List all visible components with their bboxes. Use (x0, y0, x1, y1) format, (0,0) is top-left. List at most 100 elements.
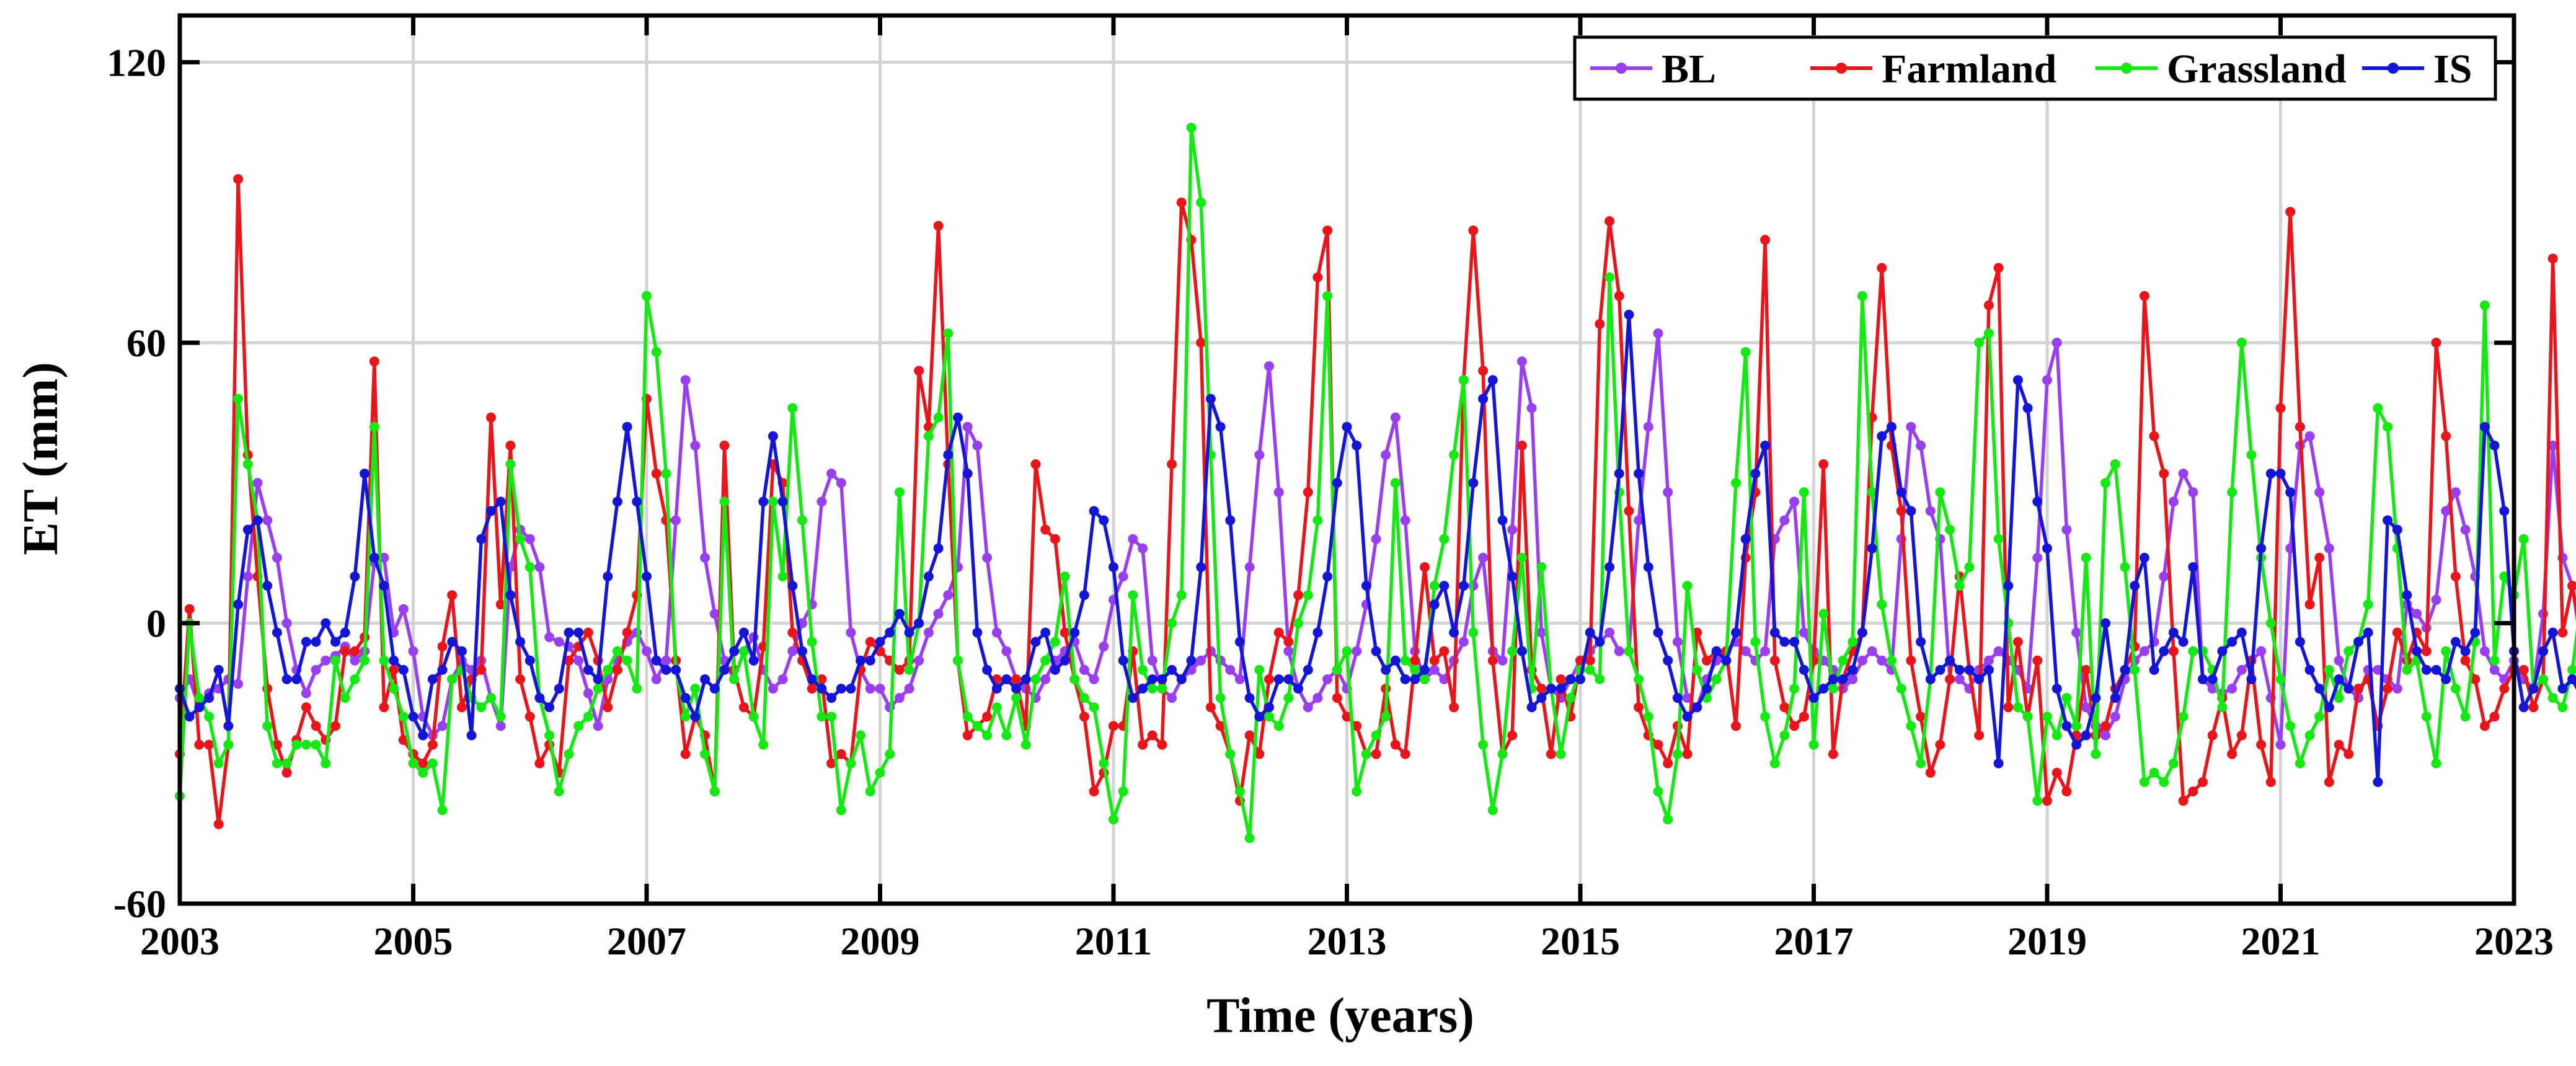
data-point (2100, 730, 2111, 741)
data-point (1244, 562, 1255, 572)
data-point (2110, 459, 2120, 469)
data-point (2091, 749, 2101, 759)
data-point (2110, 693, 2120, 703)
data-point (2227, 749, 2237, 759)
data-point (2528, 702, 2539, 713)
data-point (1011, 674, 1022, 684)
data-point (1273, 721, 1284, 731)
data-point (1740, 534, 1751, 544)
data-point (1546, 684, 1556, 694)
data-point (1760, 646, 1771, 656)
data-point (1614, 469, 1624, 479)
data-point (2003, 702, 2014, 713)
data-point (1595, 319, 1605, 329)
data-point (962, 421, 973, 432)
data-point (1595, 674, 1605, 684)
data-point (1458, 375, 1469, 385)
data-point (2061, 524, 2072, 535)
data-point (661, 664, 671, 675)
data-point (1721, 655, 1732, 666)
data-point (1196, 197, 1206, 208)
data-point (1186, 655, 1197, 666)
x-tick-label: 2007 (607, 919, 686, 963)
data-point (1818, 684, 1829, 694)
data-point (1857, 627, 1867, 638)
data-point (311, 721, 321, 731)
data-point (680, 375, 691, 385)
data-point (437, 641, 448, 652)
data-point (2518, 534, 2529, 544)
data-point (642, 571, 652, 582)
data-point (865, 655, 875, 666)
data-point (1731, 721, 1741, 731)
data-point (2470, 627, 2481, 638)
data-point (933, 412, 944, 423)
data-point (962, 730, 973, 741)
data-point (603, 571, 613, 582)
data-point (1128, 590, 1138, 601)
data-point (1828, 674, 1838, 684)
data-point (787, 646, 798, 656)
data-point (914, 655, 924, 666)
data-point (2265, 469, 2276, 479)
data-point (1769, 655, 1780, 666)
data-point (1478, 366, 1489, 376)
data-point (2217, 702, 2228, 713)
data-point (1634, 469, 1644, 479)
data-point (1663, 758, 1673, 769)
data-point (914, 618, 924, 628)
data-point (1196, 562, 1206, 572)
data-point (719, 496, 730, 507)
data-point (748, 711, 759, 722)
data-point (1215, 721, 1226, 731)
data-point (1079, 693, 1089, 703)
data-point (194, 693, 205, 703)
data-point (2032, 496, 2043, 507)
data-point (1935, 664, 1945, 675)
data-point (894, 664, 905, 675)
data-point (2110, 711, 2120, 722)
data-point (1925, 506, 1936, 516)
data-point (1740, 646, 1751, 656)
data-point (2061, 721, 2072, 731)
data-point (1760, 235, 1771, 245)
data-point (1536, 627, 1547, 638)
data-point (1634, 702, 1644, 713)
data-point (738, 702, 749, 713)
data-point (495, 711, 506, 722)
data-point (612, 496, 622, 507)
data-point (1176, 197, 1187, 208)
data-point (1322, 674, 1333, 684)
data-point (768, 431, 778, 441)
data-point (1653, 739, 1663, 750)
data-point (1020, 674, 1031, 684)
data-point (1575, 674, 1585, 684)
data-point (991, 627, 1002, 638)
data-point (1458, 637, 1469, 647)
data-point (1565, 674, 1576, 684)
data-point (1050, 664, 1060, 675)
y-axis-title: ET (mm) (14, 362, 68, 555)
data-point (2353, 637, 2363, 647)
data-point (1303, 487, 1313, 498)
data-point (1604, 272, 1615, 283)
data-point (2363, 599, 2373, 610)
legend-swatch-marker (1836, 63, 1847, 74)
data-point (923, 571, 934, 582)
data-point (2567, 674, 2576, 684)
data-point (709, 609, 720, 619)
data-point (1760, 711, 1771, 722)
data-point (505, 459, 516, 469)
data-point (2256, 739, 2267, 750)
data-point (1906, 421, 1916, 432)
data-point (1176, 674, 1187, 684)
data-point (1468, 478, 1479, 488)
data-point (2421, 711, 2432, 722)
data-point (1342, 421, 1352, 432)
data-point (1925, 767, 1936, 778)
data-point (2071, 627, 2082, 638)
data-point (1867, 543, 1877, 553)
data-point (1760, 440, 1771, 451)
data-point (603, 664, 613, 675)
